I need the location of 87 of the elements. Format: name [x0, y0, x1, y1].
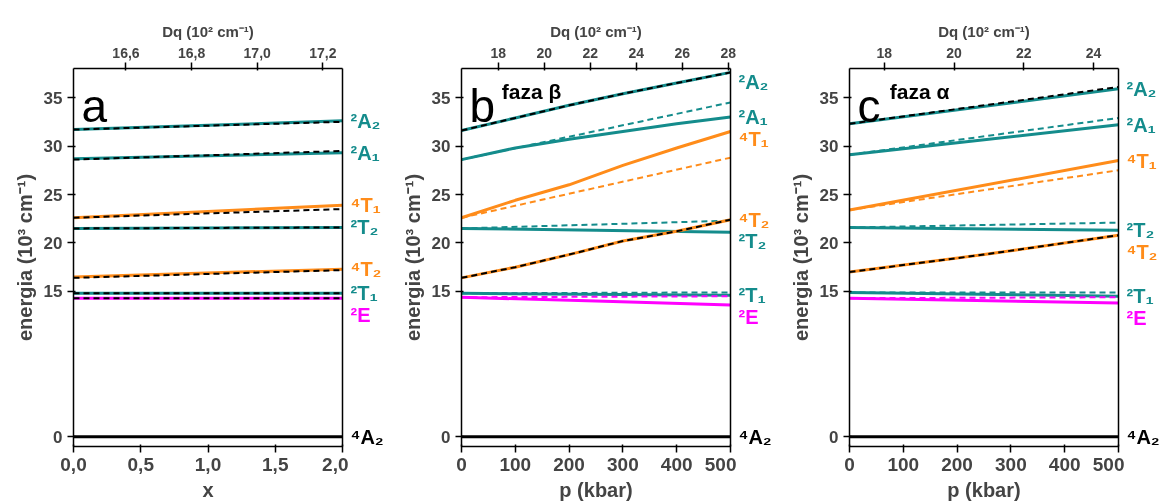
x-tick-label: 0 — [844, 453, 855, 475]
x2-tick-label: 18 — [876, 44, 893, 61]
series-label: ²T₁ — [1126, 285, 1154, 308]
y-tick-label: 30 — [43, 137, 63, 157]
chart-title: b — [469, 79, 496, 132]
x-tick-label: 200 — [941, 453, 973, 475]
x2-axis-title: Dq (10² cm⁻¹) — [938, 22, 1030, 40]
series-label: ²A₂ — [738, 70, 769, 93]
x-tick-label: 0,5 — [127, 453, 155, 475]
y-axis-title: energia (10³ cm⁻¹) — [13, 173, 36, 342]
x-tick-label: 300 — [995, 453, 1027, 475]
y-axis-title: energia (10³ cm⁻¹) — [789, 173, 812, 342]
legend-label: ⁴A₂ — [350, 425, 384, 448]
series-label: ²A₂ — [1126, 77, 1157, 100]
series-label: ²T₂ — [738, 230, 767, 253]
x-axis-title: x — [202, 478, 214, 501]
x2-tick-label: 28 — [720, 44, 737, 61]
y-tick-label: 15 — [819, 282, 839, 302]
x2-tick-label: 17,2 — [309, 44, 337, 61]
y-tick-label: 25 — [431, 185, 451, 205]
y-tick-label: 25 — [43, 185, 63, 205]
x-tick-label: 100 — [887, 453, 920, 475]
series-label: ⁴T₂ — [738, 208, 770, 231]
x-tick-label: 0,0 — [60, 453, 87, 475]
x2-axis-title: Dq (10² cm⁻¹) — [162, 22, 254, 40]
x2-tick-label: 18 — [490, 44, 507, 61]
series-label: ⁴T₁ — [350, 194, 381, 217]
series-label: ²E — [350, 304, 371, 327]
series-label: ⁴T₂ — [1126, 241, 1158, 264]
series-label: ⁴T₁ — [738, 127, 769, 150]
x-tick-label: 2,0 — [322, 453, 349, 475]
y-tick-label: 30 — [819, 137, 839, 157]
series-label: ²A₁ — [350, 141, 380, 164]
x-tick-label: 1,5 — [262, 453, 289, 475]
x-tick-label: 100 — [499, 453, 532, 475]
series-label: ²E — [738, 306, 759, 328]
x2-tick-label: 22 — [582, 44, 599, 61]
series-label: ⁴T₁ — [1126, 149, 1157, 172]
series-label: ⁴T₂ — [350, 258, 382, 281]
y-tick-label: 25 — [819, 185, 839, 205]
chart-title: a — [81, 79, 108, 132]
x2-tick-label: 17,0 — [243, 44, 272, 61]
x-axis-title: p (kbar) — [559, 478, 633, 501]
x-tick-label: 0 — [456, 453, 467, 475]
x-tick-label: 500 — [704, 453, 737, 475]
series-label: ²T₁ — [738, 284, 766, 307]
x2-tick-label: 24 — [1085, 44, 1102, 61]
x-axis-title: p (kbar) — [947, 478, 1021, 501]
y-tick-label: 15 — [43, 282, 63, 302]
x2-tick-label: 20 — [536, 44, 553, 61]
y-axis-title: energia (10³ cm⁻¹) — [401, 173, 424, 342]
series-label: ²E — [1126, 306, 1147, 329]
text: faza α — [889, 79, 950, 103]
y-tick-label: 0 — [53, 427, 63, 447]
x-tick-label: 400 — [1048, 453, 1081, 475]
x2-tick-label: 16,6 — [112, 44, 140, 61]
y-tick-label: 20 — [43, 233, 63, 253]
y-tick-label: 0 — [829, 427, 839, 447]
series-label: ²A₁ — [738, 105, 768, 128]
y-tick-label: 15 — [431, 282, 451, 302]
y-tick-label: 20 — [819, 233, 839, 253]
legend-label: ⁴A₂ — [738, 425, 772, 448]
x-tick-label: 500 — [1092, 453, 1125, 475]
series-label: ²T₂ — [350, 216, 379, 239]
text: faza β — [501, 79, 562, 103]
legend-label: ⁴A₂ — [1126, 425, 1160, 448]
x-tick-label: 1,0 — [194, 453, 222, 475]
y-tick-label: 30 — [431, 137, 451, 157]
y-tick-label: 0 — [441, 427, 451, 447]
series-label: ²T₂ — [1126, 219, 1155, 242]
x2-tick-label: 24 — [628, 44, 645, 61]
x2-tick-label: 22 — [1015, 44, 1032, 61]
x2-tick-label: 20 — [946, 44, 963, 61]
y-tick-label: 35 — [43, 88, 63, 108]
x-tick-label: 300 — [607, 453, 639, 475]
series-label: ²T₁ — [350, 282, 378, 305]
x-tick-label: 200 — [553, 453, 585, 475]
y-tick-label: 20 — [431, 233, 451, 253]
x-tick-label: 400 — [660, 453, 693, 475]
chart-title: c — [857, 79, 881, 132]
series-label: ²A₂ — [350, 109, 381, 132]
series-label: ²A₁ — [1126, 113, 1156, 136]
x2-axis-title: Dq (10² cm⁻¹) — [550, 22, 642, 40]
y-tick-label: 35 — [431, 88, 451, 108]
x2-tick-label: 16,8 — [177, 44, 206, 61]
x2-tick-label: 26 — [674, 44, 691, 61]
y-tick-label: 35 — [819, 88, 839, 108]
